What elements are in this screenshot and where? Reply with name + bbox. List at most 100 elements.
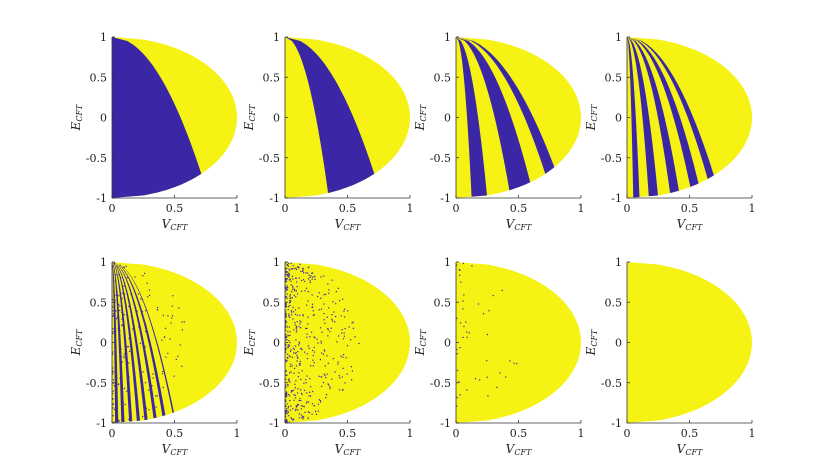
speckle-point bbox=[295, 406, 298, 408]
speckle-point bbox=[148, 294, 151, 297]
speckle-point bbox=[144, 382, 147, 384]
speckle-point bbox=[285, 349, 287, 351]
x-tick-label: 1 bbox=[578, 427, 585, 440]
speckle-point bbox=[286, 274, 289, 276]
speckle-point bbox=[286, 408, 288, 410]
speckle-point bbox=[486, 360, 488, 362]
speckle-point bbox=[152, 373, 154, 375]
speckle-point bbox=[293, 294, 295, 297]
speckle-point bbox=[312, 314, 314, 317]
speckle-point bbox=[346, 345, 349, 347]
speckle-point bbox=[123, 314, 125, 316]
speckle-point bbox=[117, 419, 120, 421]
speckle-point bbox=[285, 339, 287, 341]
y-tick-label: 0.5 bbox=[605, 296, 623, 309]
speckle-point bbox=[306, 375, 308, 377]
speckle-point bbox=[286, 326, 289, 328]
speckle-point bbox=[164, 327, 167, 329]
speckle-point bbox=[320, 340, 322, 342]
speckle-point bbox=[112, 373, 114, 375]
speckle-point bbox=[297, 409, 299, 411]
speckle-point bbox=[298, 363, 300, 365]
speckle-point bbox=[120, 348, 122, 350]
speckle-point bbox=[294, 394, 296, 396]
speckle-point bbox=[300, 408, 303, 410]
speckle-point bbox=[290, 371, 292, 373]
speckle-point bbox=[299, 347, 302, 350]
speckle-point bbox=[112, 390, 114, 392]
speckle-point bbox=[112, 313, 114, 315]
speckle-point bbox=[308, 411, 311, 414]
subplot-6: 0 0.5 1 1 0.5 0 -0.5 -1 VCFT ECFT bbox=[242, 256, 414, 457]
speckle-point bbox=[286, 360, 288, 362]
speckle-point bbox=[296, 404, 299, 406]
speckle-point bbox=[115, 294, 117, 296]
speckle-point bbox=[312, 354, 314, 357]
speckle-point bbox=[129, 392, 131, 394]
speckle-point bbox=[112, 306, 114, 308]
region-bands bbox=[112, 262, 185, 423]
speckle-point bbox=[137, 320, 139, 322]
speckle-point bbox=[156, 308, 159, 311]
speckle-point bbox=[285, 336, 287, 338]
speckle-point bbox=[307, 323, 309, 325]
speckle-point bbox=[151, 401, 153, 403]
speckle-point bbox=[347, 310, 349, 312]
speckle-point bbox=[112, 379, 115, 381]
speckle-point bbox=[285, 393, 288, 395]
speckle-point bbox=[458, 269, 461, 271]
speckle-point bbox=[295, 352, 297, 354]
speckle-point bbox=[286, 403, 288, 405]
speckle-point bbox=[459, 347, 461, 349]
speckle-point bbox=[119, 378, 121, 380]
speckle-point bbox=[319, 400, 321, 402]
speckle-point bbox=[338, 375, 340, 377]
speckle-point bbox=[285, 280, 287, 283]
speckle-point bbox=[286, 277, 288, 280]
speckle-point bbox=[286, 356, 289, 359]
speckle-point bbox=[295, 296, 297, 298]
y-tick-label: -0.5 bbox=[259, 377, 280, 390]
speckle-point bbox=[289, 316, 291, 318]
speckle-point bbox=[303, 280, 306, 282]
speckle-point bbox=[161, 339, 163, 341]
speckle-point bbox=[289, 350, 292, 352]
y-tick-label: 1 bbox=[615, 256, 622, 269]
speckle-point bbox=[311, 303, 314, 305]
speckle-point bbox=[307, 417, 309, 419]
speckle-point bbox=[285, 400, 287, 403]
speckle-point bbox=[112, 310, 114, 312]
speckle-point bbox=[327, 283, 329, 285]
speckle-point bbox=[285, 343, 287, 345]
speckle-point bbox=[285, 413, 287, 416]
speckle-point bbox=[288, 378, 290, 380]
speckle-point bbox=[121, 292, 123, 294]
speckle-point bbox=[285, 329, 287, 331]
speckle-point bbox=[456, 396, 458, 399]
speckle-point bbox=[302, 270, 304, 272]
speckle-point bbox=[114, 301, 116, 303]
speckle-point bbox=[312, 359, 314, 361]
speckle-point bbox=[147, 296, 149, 298]
speckle-point bbox=[466, 389, 468, 391]
speckle-point bbox=[151, 385, 153, 387]
speckle-point bbox=[313, 346, 315, 348]
speckle-point bbox=[310, 386, 312, 388]
speckle-point bbox=[302, 314, 304, 316]
speckle-point bbox=[341, 328, 343, 331]
speckle-point bbox=[343, 310, 345, 312]
speckle-point bbox=[169, 338, 171, 340]
speckle-point bbox=[295, 339, 297, 341]
speckle-point bbox=[466, 336, 468, 338]
y-axis-label: ECFT bbox=[242, 329, 257, 356]
speckle-point bbox=[317, 410, 319, 412]
speckle-point bbox=[288, 379, 290, 381]
speckle-point bbox=[285, 420, 287, 422]
speckle-point bbox=[324, 375, 326, 377]
subplot-7: 0 0.5 1 1 0.5 0 -0.5 -1 VCFT ECFT bbox=[413, 256, 585, 457]
speckle-point bbox=[349, 338, 352, 341]
speckle-point bbox=[335, 303, 337, 305]
y-tick-label: 0.5 bbox=[605, 71, 623, 84]
speckle-point bbox=[293, 394, 295, 396]
speckle-point bbox=[287, 344, 289, 346]
